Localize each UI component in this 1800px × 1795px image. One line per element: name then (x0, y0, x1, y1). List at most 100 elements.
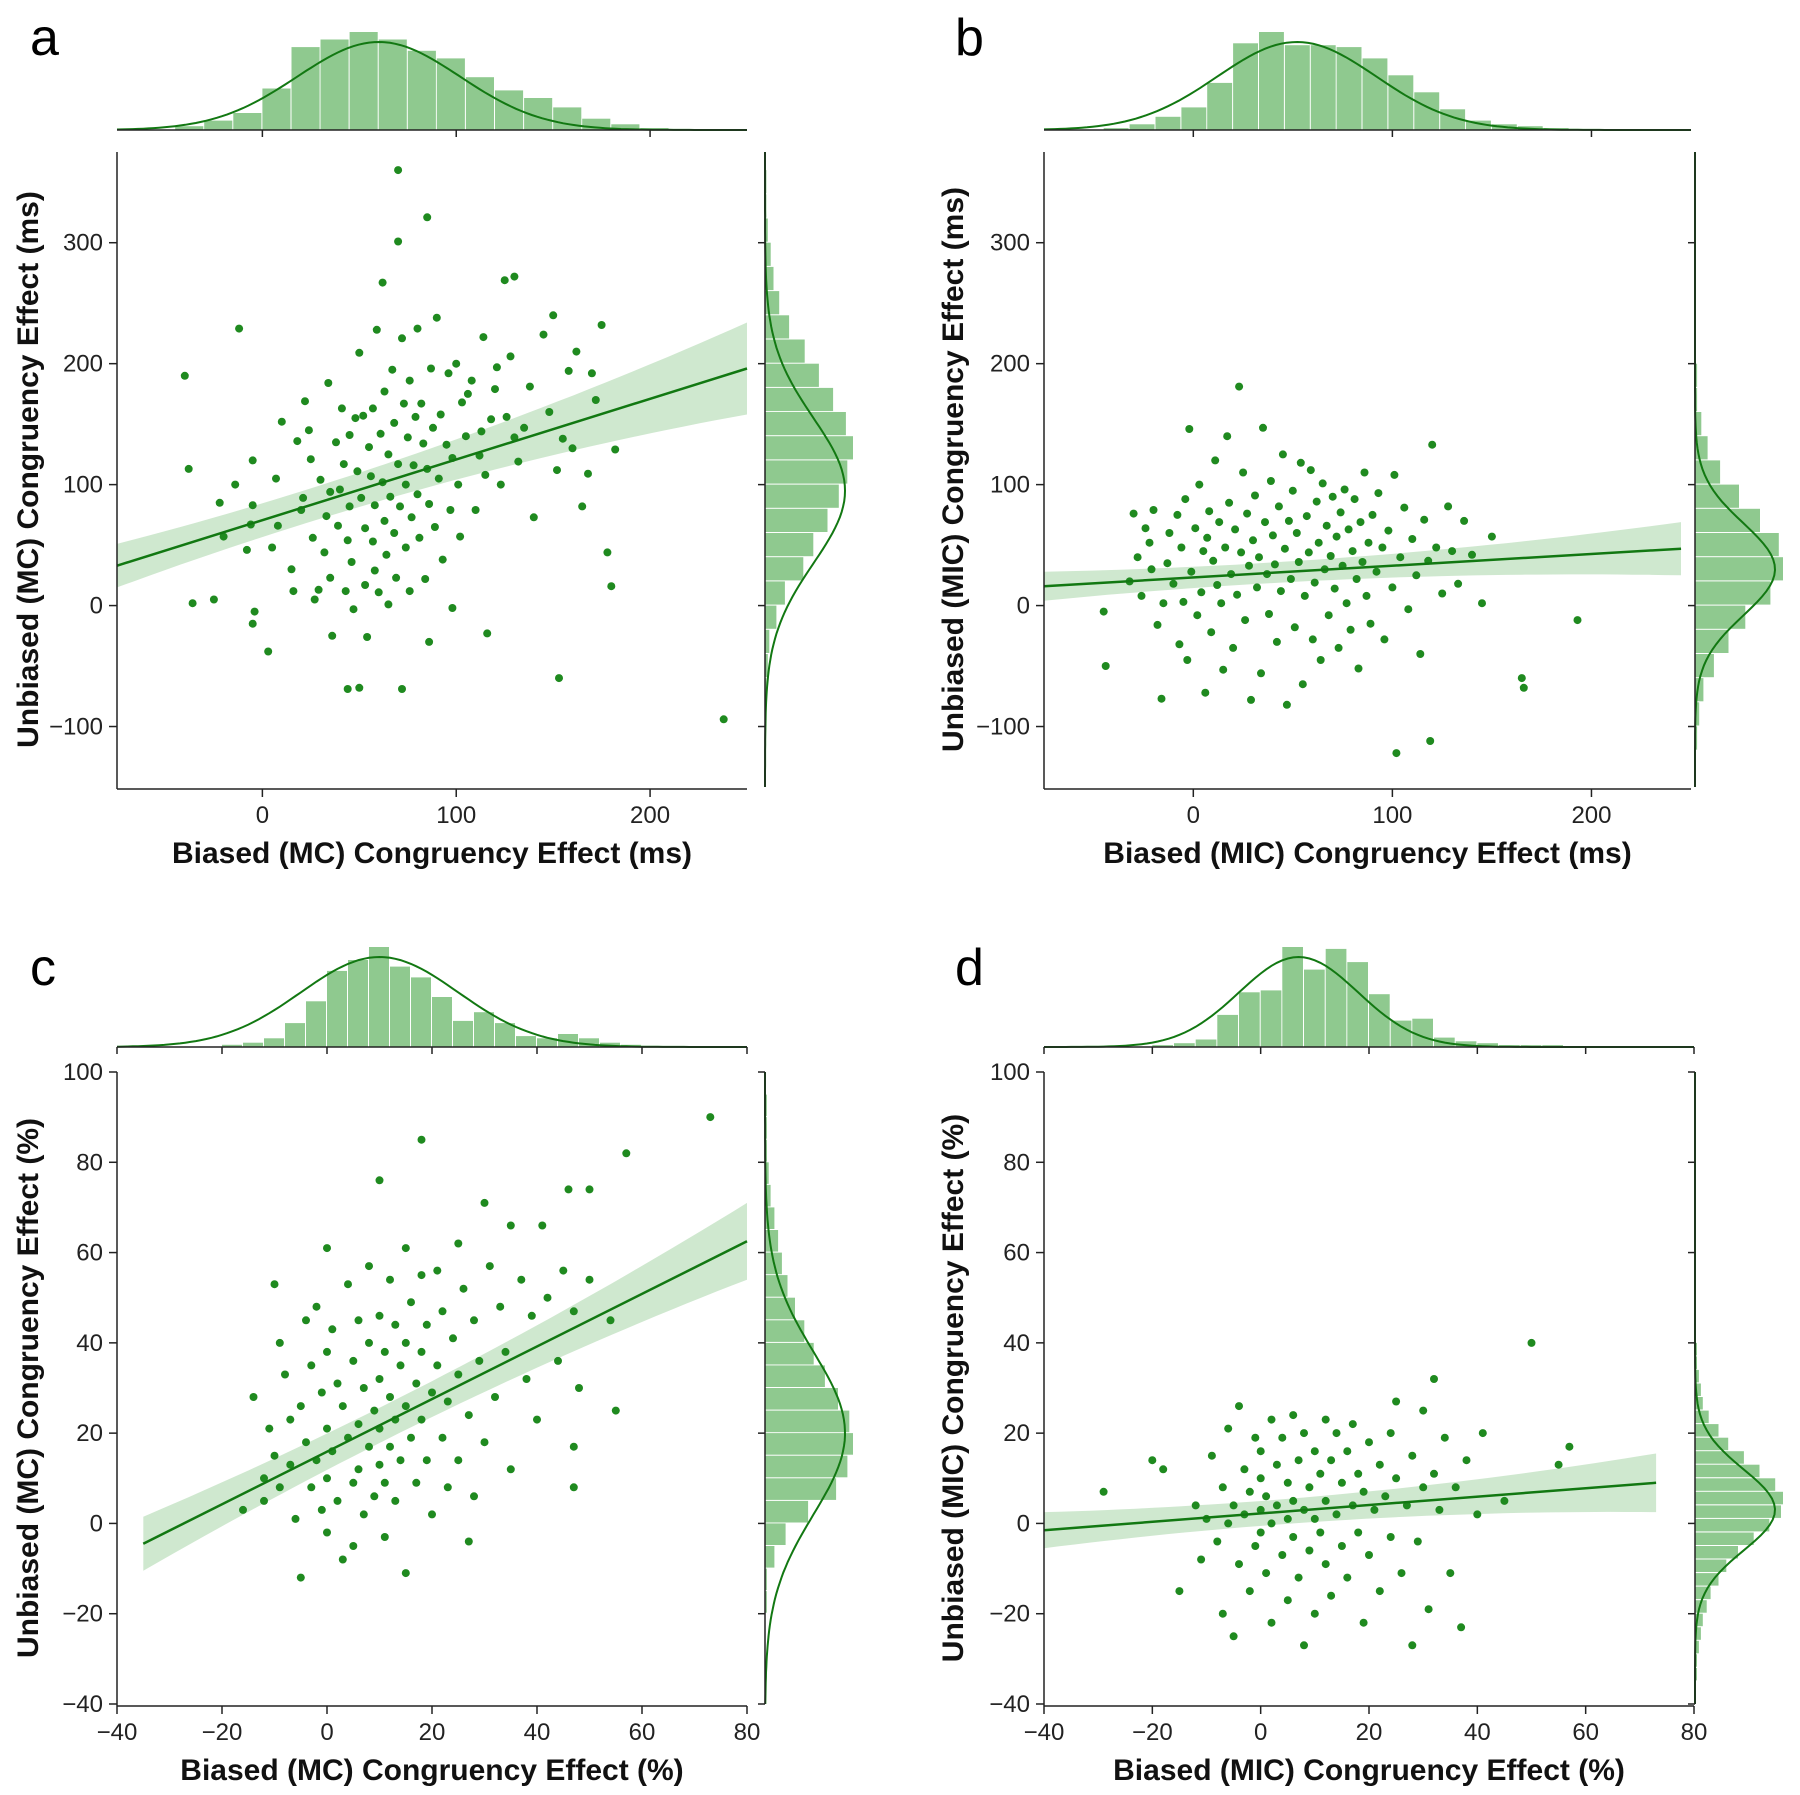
scatter-point (1478, 599, 1486, 608)
scatter-point (1225, 498, 1234, 507)
histogram-bar (1233, 43, 1258, 130)
scatter-point (1141, 524, 1150, 533)
scatter-point (380, 1533, 389, 1541)
scatter-point (1274, 502, 1283, 511)
scatter-point (1169, 579, 1178, 588)
scatter-point (1420, 515, 1429, 524)
scatter-point (396, 1456, 405, 1465)
scatter-point (1430, 1469, 1438, 1478)
scatter-point (231, 480, 240, 489)
scatter-point (1286, 575, 1295, 583)
scatter-point (1147, 565, 1156, 574)
scatter-point (1153, 620, 1162, 629)
y-axis-title: Unbiased (MC) Congruency Effect (%) (12, 1118, 45, 1658)
histogram-bar (285, 1023, 305, 1047)
histogram-bar (1695, 1478, 1776, 1491)
scatter-point (1294, 1456, 1303, 1465)
scatter-point (425, 500, 434, 508)
y-tick-label: −20 (62, 1601, 103, 1628)
y-tick-label: 0 (90, 1510, 103, 1537)
scatter-point (436, 410, 445, 419)
scatter-point (273, 521, 282, 530)
scatter-point (492, 363, 501, 372)
scatter-point (384, 600, 393, 609)
scatter-point (1321, 1560, 1330, 1569)
x-tick-label: 100 (1372, 802, 1412, 829)
scatter-point (1213, 581, 1222, 589)
histogram-bar (765, 605, 777, 629)
scatter-point (361, 524, 370, 533)
scatter-point (506, 1465, 515, 1474)
scatter-point (1283, 1478, 1292, 1487)
scatter-point (370, 1492, 379, 1501)
scatter-point (417, 1271, 426, 1280)
scatter-point (470, 1492, 478, 1501)
scatter-point (301, 397, 309, 406)
scatter-point (448, 604, 457, 612)
scatter-point (1224, 1519, 1233, 1528)
scatter-point (372, 325, 381, 334)
histogram-bar (1195, 1039, 1217, 1047)
scatter-point (1218, 1483, 1227, 1492)
scatter-point (1233, 590, 1242, 599)
scatter-point (422, 1320, 431, 1329)
scatter-point (1321, 1496, 1330, 1505)
histogram-bar (765, 339, 805, 363)
scatter-point (1288, 486, 1297, 495)
scatter-point (405, 376, 414, 385)
regression-line (1043, 547, 1682, 588)
scatter-point (326, 573, 335, 582)
y-tick-label: 200 (63, 351, 103, 378)
histogram-bar (1695, 1464, 1760, 1478)
scatter-point (365, 1338, 373, 1347)
scatter-point (480, 1198, 489, 1207)
histogram-bar (765, 1184, 771, 1207)
scatter-point (1296, 458, 1305, 467)
scatter-point (1446, 1569, 1455, 1578)
histogram-bar (1174, 1043, 1195, 1047)
panel-b: b 0 100 200 −100 0 100 200 300 Biased (MIC) Congr… (937, 9, 1783, 870)
histogram-bar (348, 960, 368, 1047)
histogram-bar (243, 1042, 263, 1047)
scatter-point (296, 1402, 305, 1411)
histogram-bar (765, 315, 790, 339)
scatter-point (345, 431, 354, 439)
scatter-point (1179, 597, 1188, 606)
scatter-point (1396, 553, 1405, 562)
scatter-point (1342, 599, 1351, 608)
scatter-point (444, 369, 453, 378)
scatter-point (1359, 1487, 1368, 1496)
scatter-point (1283, 1596, 1292, 1605)
histogram-bar (1695, 1437, 1729, 1451)
scatter-point (558, 434, 567, 443)
scatter-point (304, 426, 313, 435)
scatter-point (1229, 1632, 1238, 1641)
scatter-point (390, 529, 399, 537)
scatter-point (1360, 468, 1369, 477)
histogram-bar (765, 484, 839, 508)
histogram-bar (291, 47, 320, 130)
scatter-point (423, 213, 432, 222)
histogram-bar (1260, 990, 1282, 1047)
scatter-point (1175, 640, 1184, 649)
scatter-point (1207, 1451, 1216, 1460)
histogram-bar (553, 107, 582, 130)
scatter-point (1289, 1411, 1298, 1420)
scatter-point (454, 1239, 463, 1248)
histogram-bar (765, 508, 828, 532)
scatter-point (1392, 749, 1401, 758)
scatter-point (1358, 558, 1367, 566)
scatter-point (250, 607, 259, 616)
x-tick-label: 40 (524, 1719, 551, 1746)
histogram-bar (1695, 1640, 1699, 1654)
scatter-point (438, 1307, 447, 1316)
scatter-point (1326, 552, 1335, 560)
scatter-point (1191, 1501, 1200, 1510)
scatter-point (454, 1370, 463, 1379)
scatter-point (382, 550, 391, 559)
scatter-point (272, 474, 280, 483)
scatter-point (349, 1478, 358, 1487)
scatter-point (209, 595, 218, 604)
histogram-bar (204, 120, 233, 130)
histogram-bar (765, 654, 768, 678)
